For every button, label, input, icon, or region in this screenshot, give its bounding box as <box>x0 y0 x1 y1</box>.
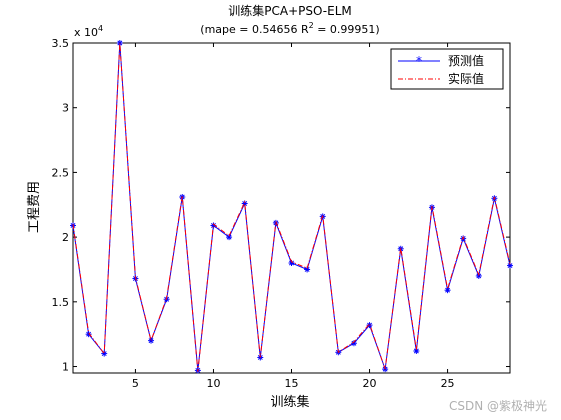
y-tick-label: 2.5 <box>52 166 70 179</box>
y-axis-label: 工程费用 <box>27 181 42 233</box>
data-point-predicted <box>116 40 123 46</box>
y-tick-label: 1 <box>62 361 69 374</box>
watermark: CSDN @紫极神光 <box>448 399 547 413</box>
subtitle-prefix: (mape = 0.54656 R <box>200 23 309 36</box>
y-exponent-power: 4 <box>98 24 103 33</box>
data-point-predicted <box>226 234 233 241</box>
subtitle-suffix: = 0.99951) <box>314 23 380 36</box>
y-tick-label: 3 <box>62 102 69 115</box>
legend-box <box>390 48 504 90</box>
x-tick-label: 25 <box>441 377 455 390</box>
y-tick-label: 2 <box>62 231 69 244</box>
y-exponent-prefix: x 10 <box>74 26 98 39</box>
chart-subtitle: (mape = 0.54656 R2 = 0.99951) <box>200 21 379 36</box>
legend-label-predicted: 预测值 <box>448 53 484 68</box>
chart-title: 训练集PCA+PSO-ELM <box>228 3 351 18</box>
y-exponent: x 104 <box>74 24 103 39</box>
subtitle-sup: 2 <box>309 21 314 30</box>
x-tick-label: 10 <box>206 377 220 390</box>
legend-label-actual: 实际值 <box>448 71 484 86</box>
axis-ticks: 5 10 15 20 25 1 1.5 2 2.5 3 3.5 <box>52 37 510 390</box>
x-tick-label: 5 <box>132 377 139 390</box>
x-axis-label: 训练集 <box>270 394 309 410</box>
legend-marker-predicted: * <box>416 54 422 68</box>
x-tick-label: 20 <box>363 377 377 390</box>
plot-area <box>72 42 511 374</box>
y-tick-label: 3.5 <box>52 37 70 50</box>
data-point-predicted <box>444 287 451 294</box>
legend: * 预测值 实际值 <box>390 48 504 90</box>
y-tick-label: 1.5 <box>52 296 70 309</box>
data-point-predicted <box>85 331 92 338</box>
series-line-actual <box>72 42 511 372</box>
x-tick-label: 15 <box>285 377 299 390</box>
series-layer <box>70 40 513 374</box>
